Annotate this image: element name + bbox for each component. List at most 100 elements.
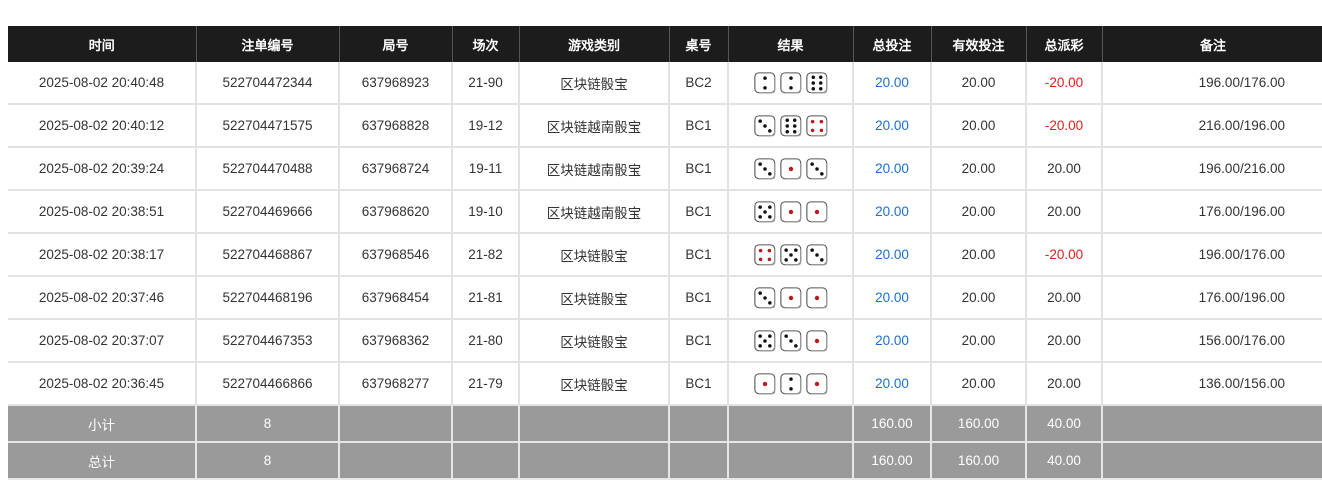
table-row: 2025-08-02 20:40:48 522704472344 637968923… <box>8 62 1322 105</box>
table-row: 2025-08-02 20:37:07 522704467353 637968362… <box>8 319 1322 363</box>
bet-id-cell: 522704471575 <box>196 104 340 148</box>
time-cell: 2025-08-02 20:39:24 <box>8 147 197 191</box>
total-count: 8 <box>196 442 340 480</box>
subtotal-valid-bet: 160.00 <box>931 405 1027 443</box>
time-cell: 2025-08-02 20:40:48 <box>8 62 197 105</box>
total-bet-cell: 20.00 <box>853 147 932 191</box>
round-cell: 637968454 <box>339 276 453 320</box>
die-3-icon <box>805 157 827 179</box>
time-cell: 2025-08-02 20:37:46 <box>8 276 197 320</box>
bet-id-cell: 522704472344 <box>196 62 340 105</box>
header-note: 备注 <box>1102 26 1322 62</box>
empty-cell <box>1102 405 1322 443</box>
session-cell: 21-80 <box>452 319 520 363</box>
bet-id-cell: 522704467353 <box>196 319 340 363</box>
result-cell <box>728 233 854 277</box>
die-3-icon <box>779 329 801 351</box>
result-cell <box>728 104 854 148</box>
payout-cell: -20.00 <box>1026 233 1103 277</box>
subtotal-row: 小计 8 160.00 160.00 40.00 <box>8 405 1322 443</box>
game-type-cell: 区块链骰宝 <box>519 62 670 105</box>
die-1-icon <box>779 157 801 179</box>
payout-cell: 20.00 <box>1026 190 1103 234</box>
note-cell: 136.00/156.00 <box>1102 362 1322 406</box>
total-bet-cell: 20.00 <box>853 276 932 320</box>
table-row: 2025-08-02 20:38:17 522704468867 637968546… <box>8 233 1322 277</box>
empty-cell <box>728 442 854 480</box>
valid-bet-cell: 20.00 <box>931 104 1027 148</box>
note-cell: 176.00/196.00 <box>1102 190 1322 234</box>
die-3-icon <box>753 114 775 136</box>
table-no-cell: BC2 <box>669 62 729 105</box>
session-cell: 21-79 <box>452 362 520 406</box>
header-valid-bet: 有效投注 <box>931 26 1027 62</box>
table-row: 2025-08-02 20:36:45 522704466866 637968277… <box>8 362 1322 406</box>
payout-cell: 20.00 <box>1026 147 1103 191</box>
game-type-cell: 区块链骰宝 <box>519 362 670 406</box>
die-1-icon <box>805 372 827 394</box>
die-2-icon <box>779 372 801 394</box>
header-round: 局号 <box>339 26 453 62</box>
note-cell: 196.00/216.00 <box>1102 147 1322 191</box>
round-cell: 637968923 <box>339 62 453 105</box>
total-bet-cell: 20.00 <box>853 62 932 105</box>
total-payout: 40.00 <box>1026 442 1103 480</box>
subtotal-payout: 40.00 <box>1026 405 1103 443</box>
round-cell: 637968546 <box>339 233 453 277</box>
empty-cell <box>1102 442 1322 480</box>
bet-records-table: 时间 注单编号 局号 场次 游戏类别 桌号 结果 总投注 有效投注 总派彩 备注 2025-08-0… <box>8 26 1322 480</box>
empty-cell <box>452 442 520 480</box>
table-row: 2025-08-02 20:38:51 522704469666 637968620… <box>8 190 1322 234</box>
bet-id-cell: 522704466866 <box>196 362 340 406</box>
total-bet-cell: 20.00 <box>853 362 932 406</box>
header-time: 时间 <box>8 26 197 62</box>
game-type-cell: 区块链越南骰宝 <box>519 190 670 234</box>
die-2-icon <box>779 71 801 93</box>
total-label: 总计 <box>8 442 197 480</box>
header-table-no: 桌号 <box>669 26 729 62</box>
header-session: 场次 <box>452 26 520 62</box>
subtotal-label: 小计 <box>8 405 197 443</box>
valid-bet-cell: 20.00 <box>931 62 1027 105</box>
table-header: 时间 注单编号 局号 场次 游戏类别 桌号 结果 总投注 有效投注 总派彩 备注 <box>8 26 1322 62</box>
total-bet-cell: 20.00 <box>853 104 932 148</box>
subtotal-count: 8 <box>196 405 340 443</box>
game-type-cell: 区块链骰宝 <box>519 319 670 363</box>
round-cell: 637968828 <box>339 104 453 148</box>
round-cell: 637968277 <box>339 362 453 406</box>
result-cell <box>728 362 854 406</box>
result-cell <box>728 190 854 234</box>
table-no-cell: BC1 <box>669 319 729 363</box>
time-cell: 2025-08-02 20:37:07 <box>8 319 197 363</box>
result-cell <box>728 62 854 105</box>
time-cell: 2025-08-02 20:40:12 <box>8 104 197 148</box>
header-payout: 总派彩 <box>1026 26 1103 62</box>
subtotal-total-bet: 160.00 <box>853 405 932 443</box>
valid-bet-cell: 20.00 <box>931 319 1027 363</box>
total-row: 总计 8 160.00 160.00 40.00 <box>8 442 1322 480</box>
time-cell: 2025-08-02 20:36:45 <box>8 362 197 406</box>
bet-id-cell: 522704469666 <box>196 190 340 234</box>
die-6-icon <box>805 71 827 93</box>
game-type-cell: 区块链越南骰宝 <box>519 147 670 191</box>
session-cell: 19-11 <box>452 147 520 191</box>
die-3-icon <box>753 157 775 179</box>
table-no-cell: BC1 <box>669 233 729 277</box>
bet-id-cell: 522704470488 <box>196 147 340 191</box>
empty-cell <box>519 405 670 443</box>
note-cell: 196.00/176.00 <box>1102 62 1322 105</box>
valid-bet-cell: 20.00 <box>931 362 1027 406</box>
empty-cell <box>339 405 453 443</box>
empty-cell <box>339 442 453 480</box>
result-cell <box>728 147 854 191</box>
die-1-icon <box>753 372 775 394</box>
die-3-icon <box>805 243 827 265</box>
time-cell: 2025-08-02 20:38:51 <box>8 190 197 234</box>
table-no-cell: BC1 <box>669 104 729 148</box>
session-cell: 21-90 <box>452 62 520 105</box>
header-total-bet: 总投注 <box>853 26 932 62</box>
session-cell: 19-10 <box>452 190 520 234</box>
session-cell: 19-12 <box>452 104 520 148</box>
total-bet-cell: 20.00 <box>853 190 932 234</box>
note-cell: 196.00/176.00 <box>1102 233 1322 277</box>
